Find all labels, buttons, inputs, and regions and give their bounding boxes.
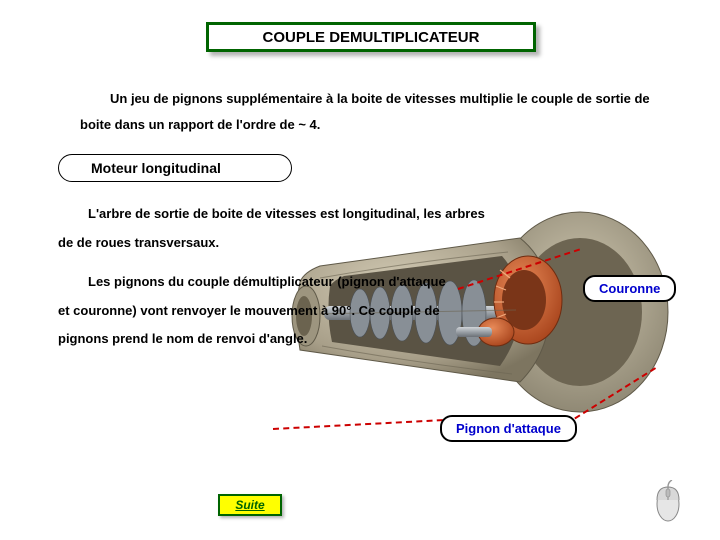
next-button[interactable]: Suite bbox=[218, 494, 282, 516]
mouse-icon bbox=[653, 480, 683, 524]
body-paragraph-2: Les pignons du couple démultiplicateur (… bbox=[58, 268, 458, 354]
callout-pignon: Pignon d'attaque bbox=[440, 415, 577, 442]
section-heading-text: Moteur longitudinal bbox=[91, 160, 221, 176]
leader-line-pignon-left bbox=[273, 419, 443, 430]
callout-couronne: Couronne bbox=[583, 275, 676, 302]
body-paragraph-1: L'arbre de sortie de boite de vitesses e… bbox=[58, 200, 488, 257]
page-title: COUPLE DEMULTIPLICATEUR bbox=[206, 22, 536, 52]
intro-paragraph: Un jeu de pignons supplémentaire à la bo… bbox=[80, 86, 660, 138]
next-button-label: Suite bbox=[235, 498, 264, 512]
callout-pignon-text: Pignon d'attaque bbox=[456, 421, 561, 436]
section-heading: Moteur longitudinal bbox=[58, 154, 292, 182]
title-text: COUPLE DEMULTIPLICATEUR bbox=[263, 29, 480, 46]
callout-couronne-text: Couronne bbox=[599, 281, 660, 296]
